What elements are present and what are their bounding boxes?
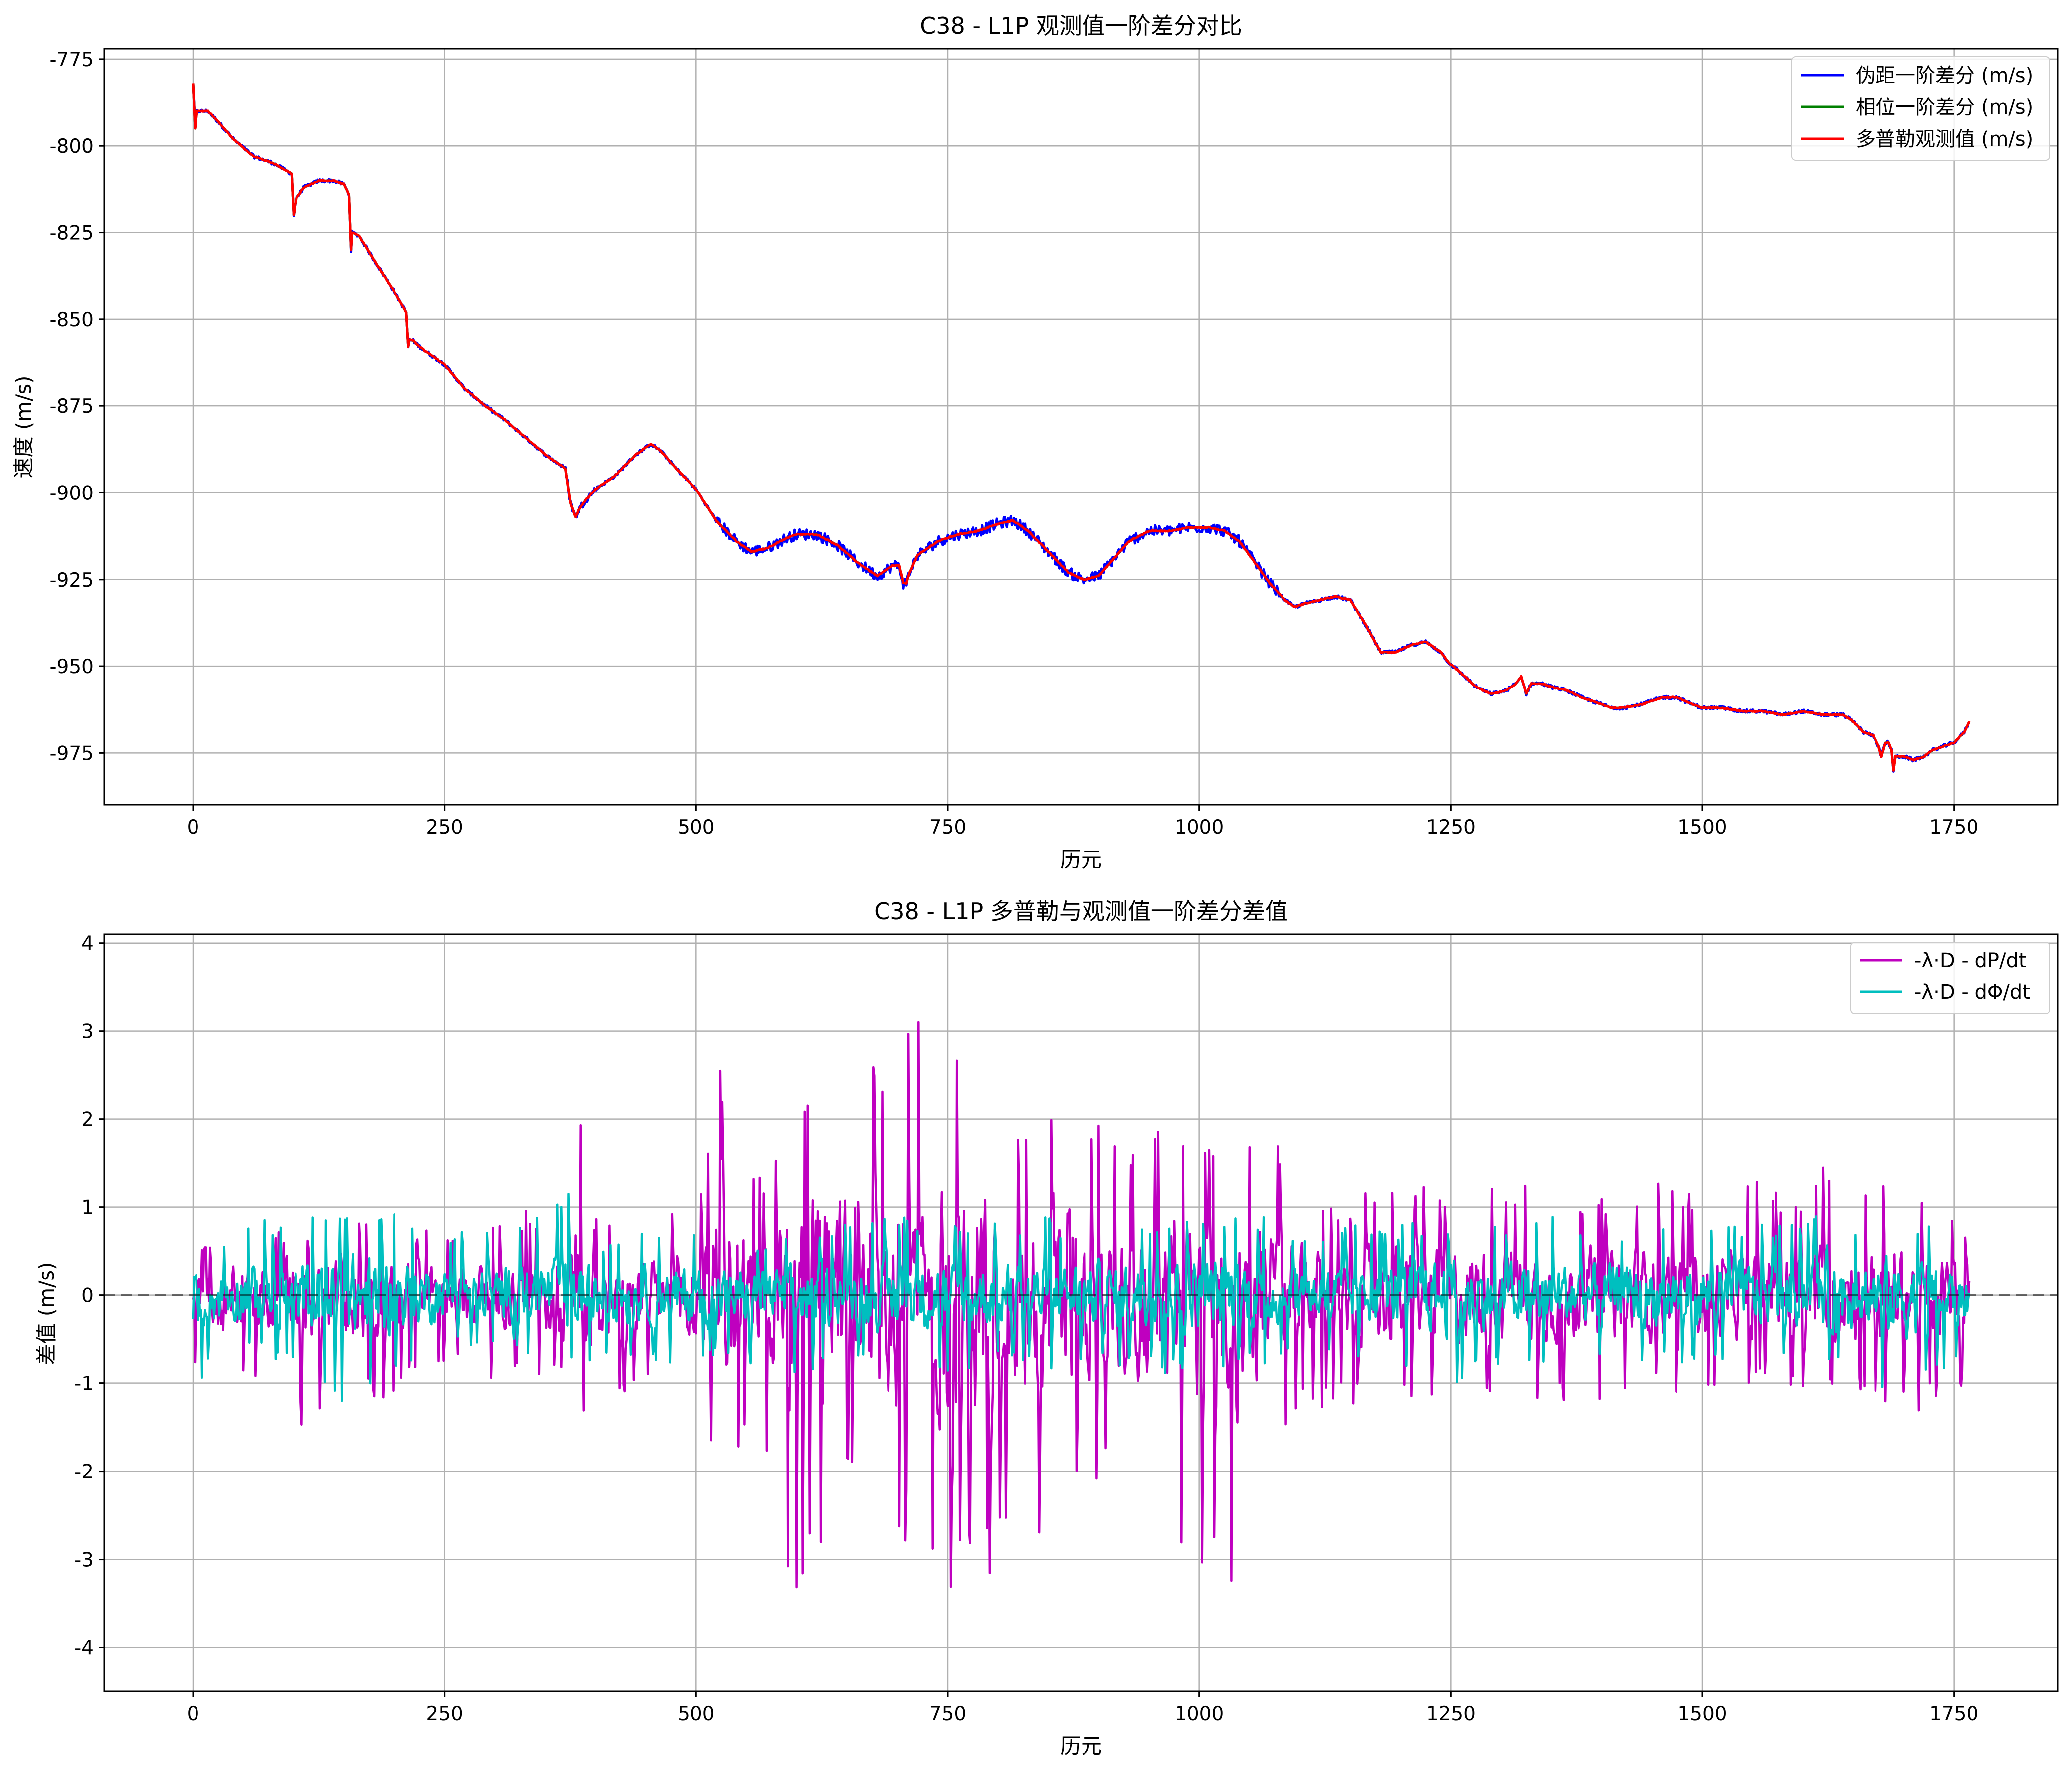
x-tick-label: 1500 <box>1677 1703 1727 1725</box>
series-line-code-diff <box>192 1021 1971 1589</box>
y-axis-ticks: -775 -800 -825 -850 -875 -900 -925 -950 -975 <box>49 49 104 765</box>
x-tick-label: 0 <box>187 1703 199 1725</box>
y-tick-label: -4 <box>74 1637 94 1660</box>
x-tick-label: 1250 <box>1426 1703 1476 1725</box>
x-axis-ticks: 0 250 500 750 1000 1250 1500 1750 <box>187 805 1978 839</box>
legend-label-phase: 相位一阶差分 (m/s) <box>1856 96 2033 119</box>
y-axis-label: 速度 (m/s) <box>11 375 36 478</box>
y-tick-label: -825 <box>49 222 94 245</box>
y-tick-label: -900 <box>49 482 94 504</box>
series-line-doppler <box>192 83 1971 772</box>
y-tick-label: -3 <box>74 1549 94 1572</box>
y-axis-ticks: 4 3 2 1 0 -1 -2 -3 -4 <box>74 933 104 1660</box>
chart-title: C38 - L1P 多普勒与观测值一阶差分差值 <box>874 898 1288 925</box>
x-axis-ticks: 0 250 500 750 1000 1250 1500 1750 <box>187 1691 1978 1725</box>
legend: 伪距一阶差分 (m/s) 相位一阶差分 (m/s) 多普勒观测值 (m/s) <box>1791 56 2050 161</box>
y-tick-label: 1 <box>81 1197 94 1219</box>
x-tick-label: 750 <box>929 816 966 839</box>
y-tick-label: -850 <box>49 309 94 331</box>
series-line-phase-diff <box>192 1192 1971 1402</box>
difference-chart: C38 - L1P 多普勒与观测值一阶差分差值 0 250 500 750 1000 12… <box>34 898 2059 1758</box>
x-tick-label: 750 <box>929 1703 966 1725</box>
y-tick-label: -2 <box>74 1461 94 1483</box>
y-tick-label: -1 <box>74 1373 94 1395</box>
y-tick-label: 3 <box>81 1021 94 1043</box>
y-tick-label: -925 <box>49 569 94 591</box>
x-tick-label: 1500 <box>1677 816 1727 839</box>
x-tick-label: 500 <box>678 816 714 839</box>
y-tick-label: -950 <box>49 656 94 678</box>
chart-title: C38 - L1P 观测值一阶差分对比 <box>920 12 1242 39</box>
x-tick-label: 250 <box>426 1703 463 1725</box>
x-tick-label: 500 <box>678 1703 714 1725</box>
plot-frame <box>103 933 2059 1692</box>
y-tick-label: 4 <box>81 933 94 955</box>
legend-label-code-diff: -λ·D - dP/dt <box>1914 949 2027 972</box>
series-lines <box>192 1021 1971 1589</box>
x-tick-label: 0 <box>187 816 199 839</box>
y-tick-label: -875 <box>49 395 94 418</box>
legend: -λ·D - dP/dt -λ·D - dΦ/dt <box>1850 942 2050 1014</box>
x-tick-label: 1250 <box>1426 816 1476 839</box>
y-tick-label: 0 <box>81 1285 94 1307</box>
legend-label-phase-diff: -λ·D - dΦ/dt <box>1914 981 2030 1004</box>
legend-box <box>1791 56 2050 161</box>
x-axis-label: 历元 <box>1060 1734 1102 1758</box>
y-tick-label: -775 <box>49 49 94 71</box>
x-tick-label: 1750 <box>1929 1703 1978 1725</box>
x-tick-label: 1750 <box>1929 816 1978 839</box>
x-axis-label: 历元 <box>1060 847 1102 872</box>
x-tick-label: 1000 <box>1175 816 1224 839</box>
series-lines <box>192 83 1971 773</box>
x-tick-label: 250 <box>426 816 463 839</box>
y-axis-label: 差值 (m/s) <box>34 1262 59 1365</box>
y-tick-label: 2 <box>81 1109 94 1131</box>
velocity-comparison-chart: C38 - L1P 观测值一阶差分对比 0 250 500 750 1000 1250 15… <box>11 12 2059 872</box>
y-tick-label: -975 <box>49 742 94 765</box>
x-tick-label: 1000 <box>1175 1703 1224 1725</box>
legend-label-pseudorange: 伪距一阶差分 (m/s) <box>1856 64 2033 87</box>
plot-frame <box>103 48 2059 806</box>
legend-label-doppler: 多普勒观测值 (m/s) <box>1856 128 2033 151</box>
y-tick-label: -800 <box>49 135 94 158</box>
